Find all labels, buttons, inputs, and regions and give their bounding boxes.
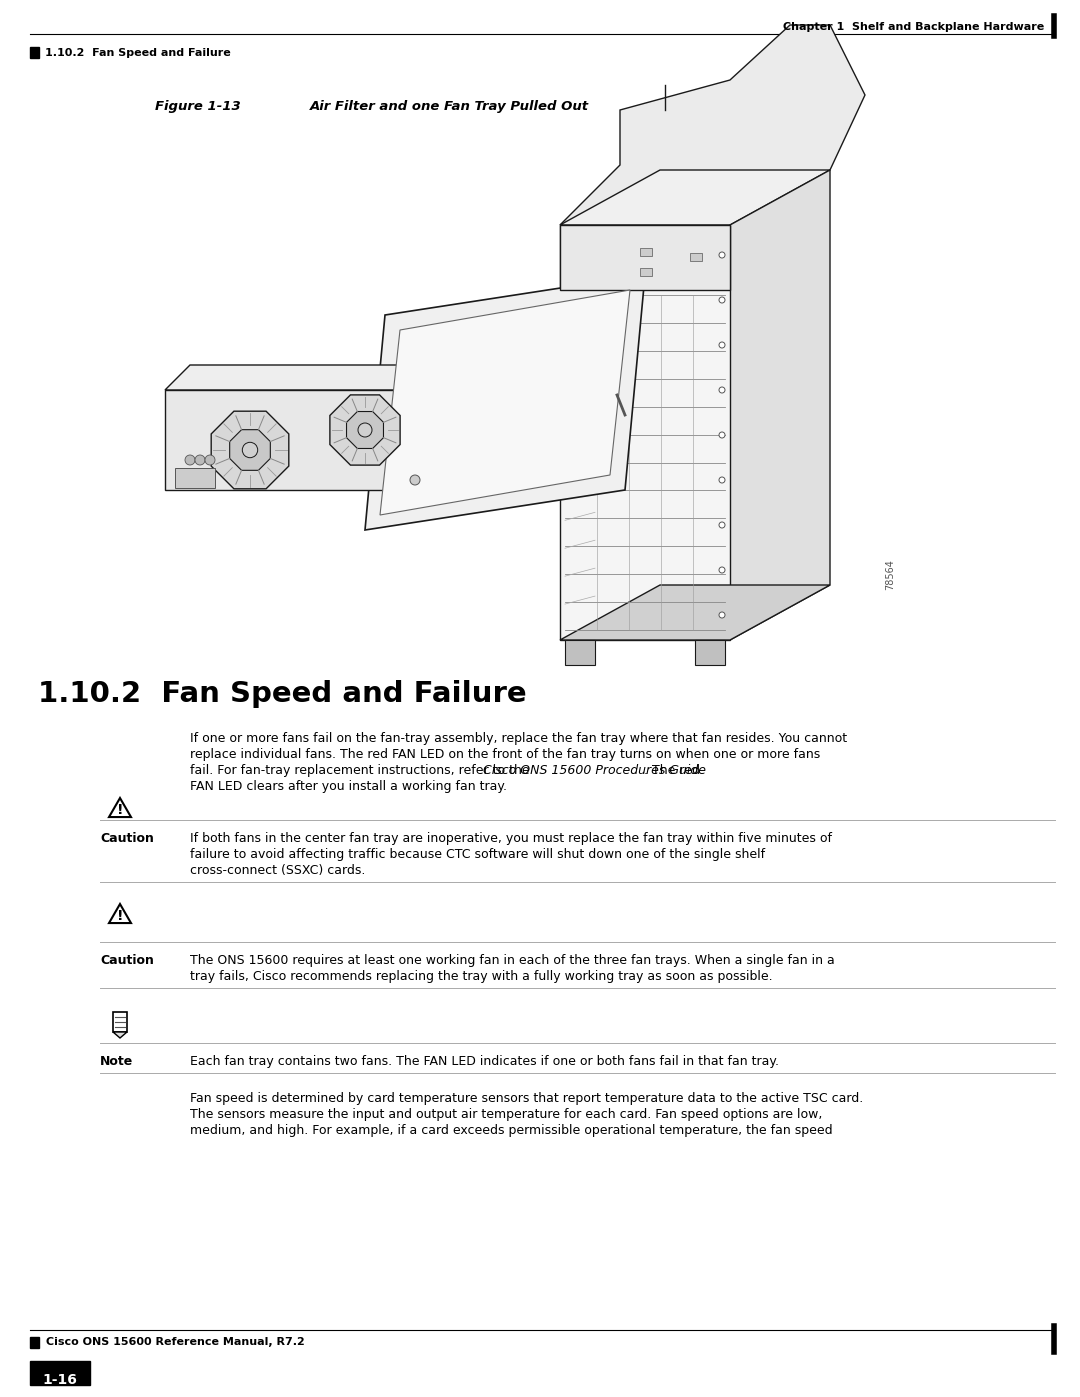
Text: failure to avoid affecting traffic because CTC software will shut down one of th: failure to avoid affecting traffic becau… bbox=[190, 848, 765, 861]
FancyBboxPatch shape bbox=[30, 1361, 90, 1384]
Circle shape bbox=[719, 298, 725, 303]
Circle shape bbox=[719, 476, 725, 483]
Circle shape bbox=[719, 387, 725, 393]
Bar bbox=[175, 468, 215, 488]
Circle shape bbox=[205, 455, 215, 465]
Polygon shape bbox=[561, 225, 730, 640]
Bar bbox=[30, 47, 39, 59]
Text: medium, and high. For example, if a card exceeds permissible operational tempera: medium, and high. For example, if a card… bbox=[190, 1125, 833, 1137]
Polygon shape bbox=[565, 640, 595, 665]
Text: Air Filter and one Fan Tray Pulled Out: Air Filter and one Fan Tray Pulled Out bbox=[310, 101, 589, 113]
Polygon shape bbox=[109, 798, 131, 817]
Polygon shape bbox=[113, 1032, 127, 1038]
Text: 78564: 78564 bbox=[885, 559, 895, 590]
Text: 1.10.2  Fan Speed and Failure: 1.10.2 Fan Speed and Failure bbox=[45, 47, 231, 59]
Polygon shape bbox=[561, 25, 865, 225]
Polygon shape bbox=[165, 390, 430, 490]
Text: The ONS 15600 requires at least one working fan in each of the three fan trays. : The ONS 15600 requires at least one work… bbox=[190, 954, 835, 967]
Text: Chapter 1  Shelf and Backplane Hardware: Chapter 1 Shelf and Backplane Hardware bbox=[783, 22, 1044, 32]
Bar bbox=[113, 1011, 127, 1032]
Circle shape bbox=[719, 612, 725, 617]
Polygon shape bbox=[109, 904, 131, 923]
Text: !: ! bbox=[117, 909, 123, 923]
Text: Note: Note bbox=[100, 1055, 133, 1067]
Polygon shape bbox=[696, 640, 725, 665]
Polygon shape bbox=[561, 170, 831, 225]
Text: 1.10.2  Fan Speed and Failure: 1.10.2 Fan Speed and Failure bbox=[38, 680, 527, 708]
Polygon shape bbox=[230, 430, 270, 471]
Polygon shape bbox=[561, 225, 730, 291]
Text: Cisco ONS 15600 Procedures Guide: Cisco ONS 15600 Procedures Guide bbox=[483, 764, 706, 777]
Text: Figure 1-13: Figure 1-13 bbox=[156, 101, 241, 113]
Polygon shape bbox=[329, 395, 400, 465]
Text: FAN LED clears after you install a working fan tray.: FAN LED clears after you install a worki… bbox=[190, 780, 507, 793]
Text: fail. For fan-tray replacement instructions, refer to the: fail. For fan-tray replacement instructi… bbox=[190, 764, 534, 777]
Circle shape bbox=[410, 475, 420, 485]
Text: cross-connect (SSXC) cards.: cross-connect (SSXC) cards. bbox=[190, 863, 365, 877]
Circle shape bbox=[719, 432, 725, 439]
Circle shape bbox=[719, 522, 725, 528]
Bar bbox=[690, 253, 702, 261]
Text: replace individual fans. The red FAN LED on the front of the fan tray turns on w: replace individual fans. The red FAN LED… bbox=[190, 747, 820, 761]
Circle shape bbox=[195, 455, 205, 465]
Text: If both fans in the center fan tray are inoperative, you must replace the fan tr: If both fans in the center fan tray are … bbox=[190, 833, 832, 845]
Text: !: ! bbox=[117, 803, 123, 817]
Polygon shape bbox=[212, 411, 288, 489]
Text: Caution: Caution bbox=[100, 954, 153, 967]
Polygon shape bbox=[365, 275, 645, 529]
Bar bbox=[640, 268, 652, 277]
Polygon shape bbox=[165, 365, 455, 390]
Polygon shape bbox=[430, 365, 455, 490]
Polygon shape bbox=[730, 170, 831, 640]
Circle shape bbox=[719, 342, 725, 348]
Circle shape bbox=[185, 455, 195, 465]
Polygon shape bbox=[561, 585, 831, 640]
Text: 1-16: 1-16 bbox=[42, 1373, 78, 1387]
Text: If one or more fans fail on the fan-tray assembly, replace the fan tray where th: If one or more fans fail on the fan-tray… bbox=[190, 732, 847, 745]
Text: Caution: Caution bbox=[100, 833, 153, 845]
Text: Cisco ONS 15600 Reference Manual, R7.2: Cisco ONS 15600 Reference Manual, R7.2 bbox=[46, 1337, 305, 1347]
Circle shape bbox=[719, 567, 725, 573]
Bar bbox=[640, 249, 652, 256]
Polygon shape bbox=[347, 412, 383, 448]
Text: Fan speed is determined by card temperature sensors that report temperature data: Fan speed is determined by card temperat… bbox=[190, 1092, 863, 1105]
Circle shape bbox=[242, 443, 258, 458]
Text: Each fan tray contains two fans. The FAN LED indicates if one or both fans fail : Each fan tray contains two fans. The FAN… bbox=[190, 1055, 779, 1067]
Text: tray fails, Cisco recommends replacing the tray with a fully working tray as soo: tray fails, Cisco recommends replacing t… bbox=[190, 970, 772, 983]
Circle shape bbox=[719, 251, 725, 258]
Polygon shape bbox=[380, 291, 630, 515]
Circle shape bbox=[357, 423, 372, 437]
Bar bbox=[30, 1337, 39, 1348]
Text: . The red: . The red bbox=[645, 764, 701, 777]
Text: The sensors measure the input and output air temperature for each card. Fan spee: The sensors measure the input and output… bbox=[190, 1108, 822, 1120]
